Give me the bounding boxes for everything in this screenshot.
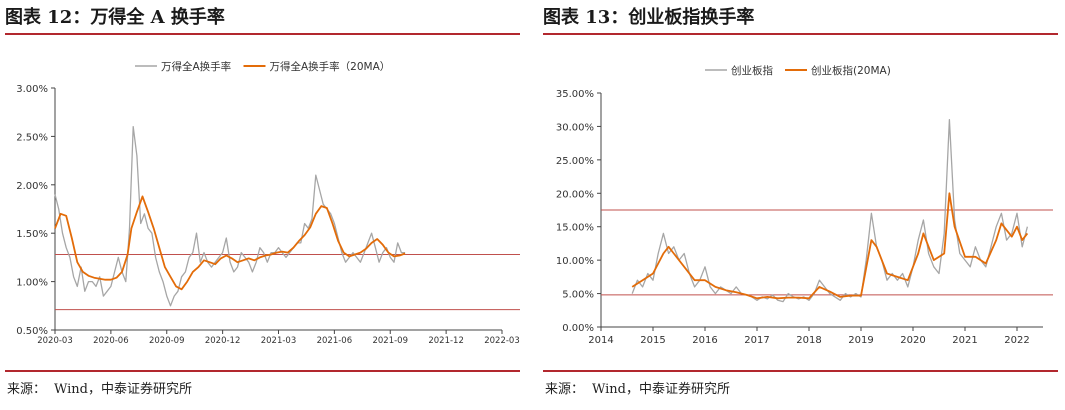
y-tick-label: 10.00% — [556, 256, 594, 267]
x-tick-label: 2022-03 — [484, 336, 520, 346]
x-tick-label: 2014 — [588, 335, 613, 346]
x-tick-label: 2018 — [796, 335, 821, 346]
y-tick-label: 2.00% — [16, 181, 48, 192]
chart-panel-chinext: 图表 13：创业板指换手率 0.00% 5.00% 10.00% 15.00% 20.0… — [543, 0, 1058, 410]
series-line-raw — [631, 119, 1029, 303]
footer-divider — [5, 370, 520, 372]
legend-label: 创业板指 — [731, 64, 773, 77]
source-label: 来源： — [7, 382, 47, 397]
chart-title: 图表 13：创业板指换手率 — [543, 7, 755, 28]
y-tick-label: 5.00% — [562, 290, 594, 301]
series-line-20ma — [54, 195, 406, 291]
source-text: Wind，中泰证券研究所 — [54, 382, 193, 397]
source-text: Wind，中泰证券研究所 — [592, 382, 731, 397]
y-tick-label: 15.00% — [556, 223, 594, 234]
chart-title: 图表 12：万得全 A 换手率 — [5, 7, 225, 28]
x-tick-label: 2020-09 — [149, 336, 185, 346]
title-divider — [5, 33, 520, 35]
y-tick-label: 3.00% — [16, 84, 48, 95]
legend-label: 创业板指(20MA) — [811, 64, 891, 77]
x-tick-label: 2021-12 — [428, 336, 464, 346]
series-line-20ma — [631, 192, 1029, 300]
source-note: 来源： Wind，中泰证券研究所 — [7, 378, 200, 397]
x-tick-label: 2020-03 — [37, 336, 73, 346]
turnover-line-chart-wind-all-a: 0.50% 1.00% 1.50% 2.00% 2.50% 3.00% 2020-03 202… — [16, 60, 520, 346]
source-label: 来源： — [545, 382, 585, 397]
x-tick-label: 2021-06 — [317, 336, 353, 346]
x-tick-label: 2016 — [692, 335, 717, 346]
x-tick-label: 2017 — [744, 335, 769, 346]
y-tick-label: 2.50% — [16, 132, 48, 143]
x-tick-label: 2020-06 — [93, 336, 129, 346]
y-tick-label: 30.00% — [556, 122, 594, 133]
x-tick-label: 2020 — [900, 335, 925, 346]
y-tick-label: 25.00% — [556, 156, 594, 167]
x-tick-label: 2019 — [848, 335, 873, 346]
legend-label: 万得全A换手率 — [161, 60, 231, 73]
y-tick-label: 0.00% — [562, 323, 594, 334]
chart-panel-wind-all-a: 图表 12：万得全 A 换手率 0.50% 1.00% 1.50% 2.00% 2.50… — [5, 0, 520, 410]
title-divider — [543, 33, 1058, 35]
y-tick-label: 20.00% — [556, 189, 594, 200]
y-tick-label: 35.00% — [556, 89, 594, 100]
turnover-line-chart-chinext: 0.00% 5.00% 10.00% 15.00% 20.00% 25.00% 30.00%… — [556, 64, 1053, 346]
y-tick-label: 0.50% — [16, 326, 48, 337]
legend-label: 万得全A换手率（20MA） — [270, 60, 391, 73]
series-line-raw — [54, 126, 406, 307]
source-note: 来源： Wind，中泰证券研究所 — [545, 378, 738, 397]
x-tick-label: 2020-12 — [205, 336, 241, 346]
x-tick-label: 2021-09 — [372, 336, 408, 346]
y-tick-label: 1.00% — [16, 278, 48, 289]
y-tick-label: 1.50% — [16, 229, 48, 240]
x-tick-label: 2021-03 — [261, 336, 297, 346]
x-tick-label: 2022 — [1004, 335, 1029, 346]
footer-divider — [543, 370, 1058, 372]
x-tick-label: 2015 — [640, 335, 665, 346]
x-tick-label: 2021 — [952, 335, 977, 346]
